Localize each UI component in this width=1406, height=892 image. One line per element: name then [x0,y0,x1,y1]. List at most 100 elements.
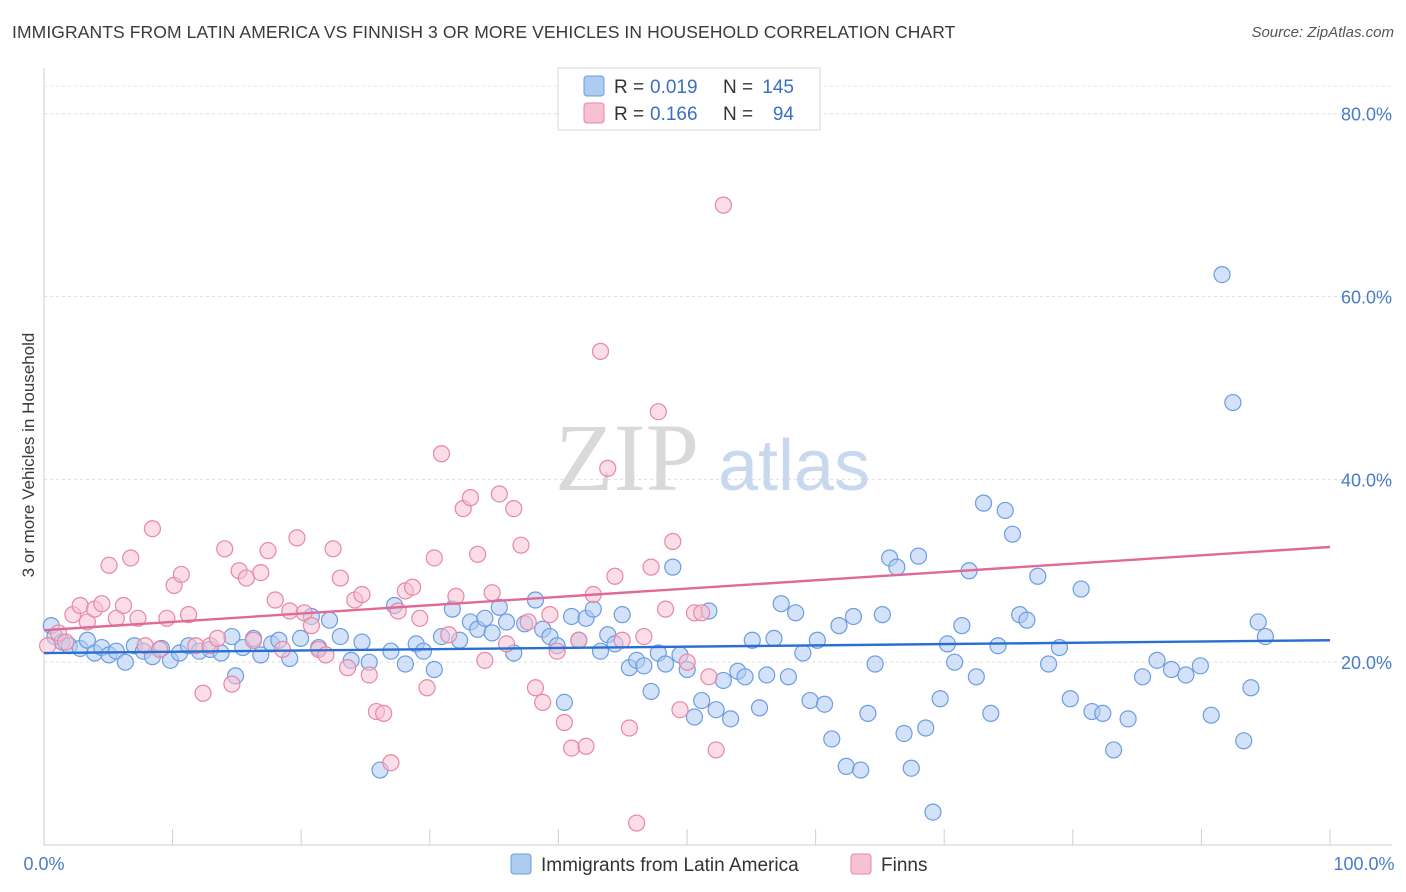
finns-point-33 [281,602,299,620]
series-legend: Immigrants from Latin America Finns [510,853,927,876]
chart-title: IMMIGRANTS FROM LATIN AMERICA VS FINNISH… [12,22,956,42]
latin-america-point-134 [1148,651,1166,669]
series-label-finns: Finns [881,855,927,876]
latin-america-point-85 [743,631,761,649]
latin-america-point-144 [1256,627,1275,646]
latin-america-point-52 [497,613,516,631]
x-tick-labels: 0.0% 100.0% [23,854,1394,874]
latin-america-point-84 [736,668,754,686]
finns-point-19 [179,606,198,624]
y-tick-label-3: 80.0% [1341,105,1392,125]
latin-america-point-50 [483,624,501,642]
data-points [39,196,1275,832]
finns-point-79 [613,631,631,649]
legend-n-value-2: 94 [773,104,795,125]
latin-america-point-78 [693,691,711,710]
latin-america-point-133 [1133,668,1152,686]
latin-america-point-118 [982,704,1000,722]
finns-point-32 [273,640,292,658]
latin-america-point-43 [425,660,443,679]
latin-america-point-97 [830,617,848,635]
y-axis-label: 3 or more Vehicles in Household [19,333,38,578]
y-tick-label-1: 40.0% [1341,470,1392,490]
latin-america-point-138 [1202,706,1220,724]
source-label: Source: ZipAtlas.com [1251,24,1394,41]
finns-point-18 [172,565,190,584]
latin-america-point-111 [931,690,949,708]
finns-point-39 [324,540,342,558]
finns-point-93 [714,196,732,214]
finns-point-70 [548,642,566,660]
latin-america-point-128 [1072,580,1090,598]
latin-america-point-89 [772,595,790,613]
finns-point-46 [375,704,393,722]
latin-america-point-77 [685,708,704,726]
latin-america-point-93 [801,691,819,710]
finns-point-0 [39,637,57,655]
finns-point-11 [122,549,140,567]
latin-america-point-88 [765,629,783,648]
latin-america-point-123 [1018,611,1036,629]
latin-america-point-70 [635,657,653,675]
latin-america-point-114 [953,617,971,635]
finns-point-55 [440,626,458,644]
finns-point-64 [505,500,523,518]
axes [43,68,1392,846]
finns-point-72 [562,739,581,757]
latin-america-point-127 [1061,690,1079,708]
latin-america-point-108 [909,547,928,565]
latin-america-point-86 [750,699,769,717]
legend-r-label-1: R = [614,77,644,98]
x-tick-label-1: 100.0% [1333,854,1394,874]
finns-point-28 [244,631,263,649]
legend-swatch-pink [583,102,605,124]
latin-america-point-136 [1177,666,1195,684]
finns-point-59 [469,545,487,563]
finns-point-81 [628,814,646,832]
finns-point-74 [577,737,595,755]
finns-point-88 [678,653,696,671]
finns-point-80 [620,719,639,737]
finns-point-24 [216,540,234,558]
latin-america-point-51 [490,598,508,616]
finns-point-91 [700,668,718,686]
finns-point-50 [403,578,422,596]
finns-point-21 [194,684,212,702]
latin-america-point-59 [555,693,573,711]
finns-point-48 [389,602,407,620]
latin-america-point-119 [989,637,1007,655]
watermark-atlas: atlas [718,426,870,506]
legend-n-value-1: 145 [762,77,794,98]
latin-america-point-103 [873,606,891,624]
finns-point-86 [664,532,682,551]
latin-america-point-135 [1162,660,1181,679]
finns-point-67 [526,679,545,697]
finns-point-52 [418,679,436,697]
finns-point-58 [461,489,480,507]
latin-america-point-96 [823,730,841,748]
latin-america-point-132 [1119,710,1137,728]
latin-america-point-143 [1249,613,1267,631]
finns-point-90 [693,604,711,622]
latin-america-point-106 [895,724,913,743]
y-tick-labels: 20.0% 40.0% 60.0% 80.0% [1341,105,1392,673]
finns-point-68 [534,693,552,711]
latin-america-point-5 [78,631,96,649]
latin-america-point-29 [291,629,310,648]
latin-america-point-95 [815,695,834,713]
latin-america-point-125 [1039,655,1058,673]
finns-point-12 [129,609,147,627]
finns-point-10 [114,596,133,615]
x-tick-label-0: 0.0% [23,854,64,874]
finns-point-25 [223,675,241,693]
finns-point-53 [425,549,443,567]
latin-america-point-140 [1224,393,1242,412]
latin-america-point-120 [996,501,1014,520]
latin-america-point-64 [591,642,610,660]
finns-point-4 [71,596,89,615]
latin-america-point-139 [1213,265,1231,284]
latin-america-point-92 [794,644,812,662]
finns-trend-line [43,545,1331,632]
finns-point-85 [656,600,675,618]
